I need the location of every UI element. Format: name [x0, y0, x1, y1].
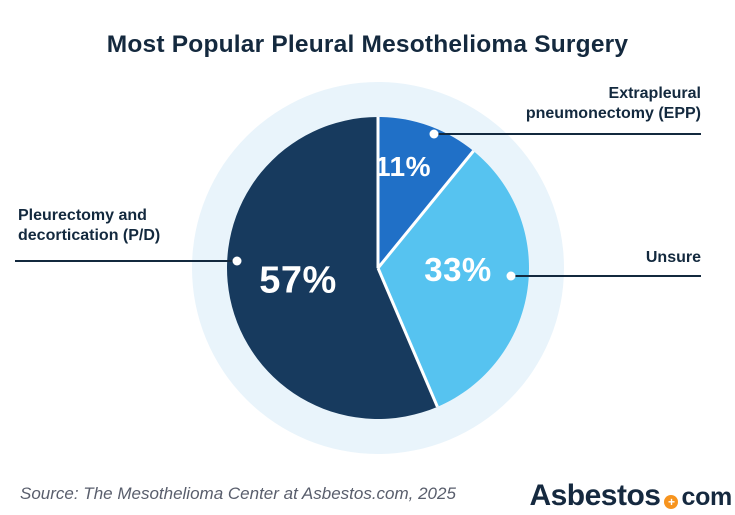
- slice-value-unsure: 33%: [424, 251, 492, 288]
- leader-dot-unsure: [506, 271, 516, 281]
- logo-text-com: com: [681, 483, 732, 511]
- source-attribution: Source: The Mesothelioma Center at Asbes…: [20, 484, 456, 503]
- asbestos-logo[interactable]: Asbestos + com: [529, 481, 732, 511]
- pie-slice-2: [226, 117, 438, 419]
- slice-separator: [376, 150, 475, 269]
- leader-line-unsure: [511, 275, 701, 277]
- logo-text-asbestos: Asbestos: [529, 479, 661, 512]
- callout-pd-line-1: Pleurectomy and: [18, 207, 147, 224]
- pie-slice-0: [378, 117, 474, 268]
- slice-value-pd: 57%: [259, 259, 337, 302]
- leader-dot-pd: [232, 256, 242, 266]
- leader-dot-epp: [429, 129, 439, 139]
- callout-unsure-line-1: Unsure: [645, 249, 701, 266]
- logo-plus-icon: +: [664, 495, 679, 509]
- callout-label-pd: Pleurectomy and decortication (P/D): [18, 206, 160, 246]
- callout-epp-line-2: pneumonectomy (EPP): [525, 105, 701, 122]
- callout-pd-line-2: decortication (P/D): [18, 227, 161, 244]
- leader-line-epp: [434, 133, 701, 135]
- slice-separator: [376, 267, 439, 408]
- callout-label-epp: Extrapleural pneumonectomy (EPP): [526, 84, 701, 124]
- slice-value-epp: 11%: [375, 151, 431, 182]
- leader-line-pd: [15, 260, 237, 262]
- callout-epp-line-1: Extrapleural: [608, 85, 701, 102]
- chart-title: Most Popular Pleural Mesothelioma Surger…: [106, 31, 629, 58]
- pie-chart: [226, 117, 529, 419]
- pie-slice-1: [378, 150, 529, 407]
- callout-label-unsure: Unsure: [646, 248, 701, 268]
